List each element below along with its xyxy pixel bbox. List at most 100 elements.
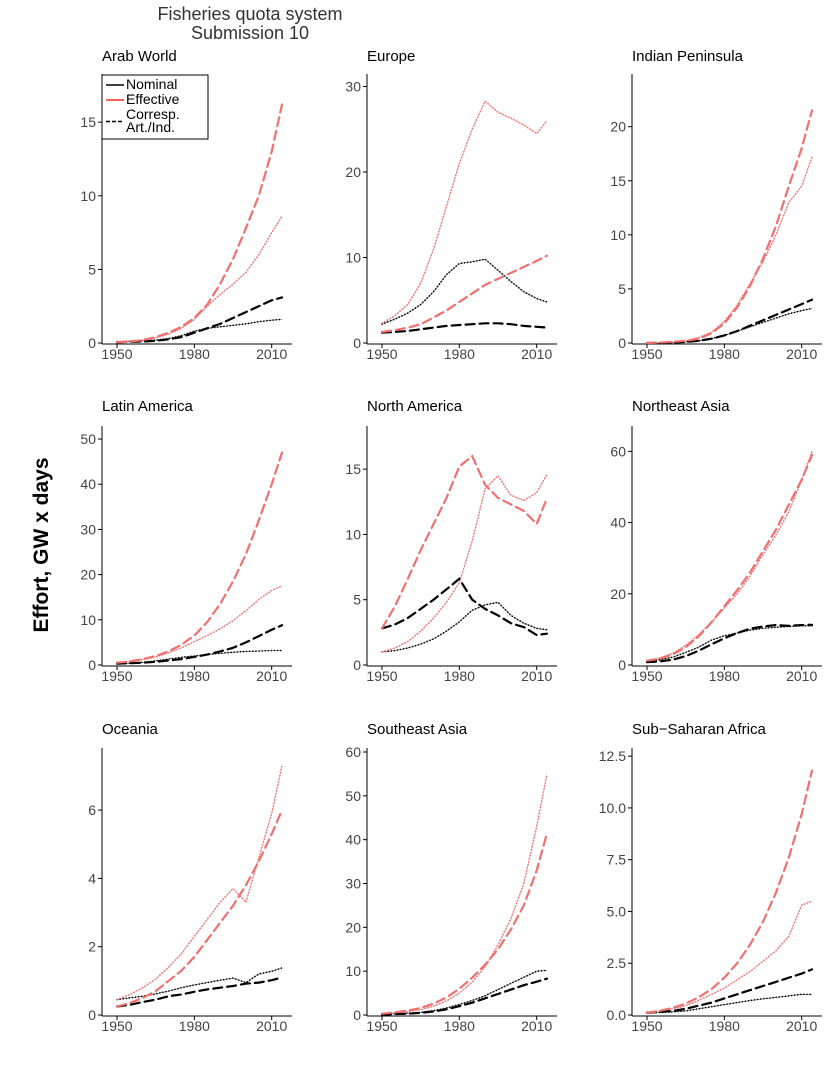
panel-title: Northeast Asia xyxy=(632,398,730,415)
x-tick-label: 1950 xyxy=(101,1018,132,1034)
x-tick-label: 2010 xyxy=(786,346,817,362)
panel-title: Sub−Saharan Africa xyxy=(632,721,767,738)
thin-line xyxy=(381,970,548,1015)
y-tick-label: 10 xyxy=(80,188,96,204)
dashed-line xyxy=(645,968,814,1014)
y-axis-label: Effort, GW x days xyxy=(30,457,53,632)
y-tick-label: 20 xyxy=(80,567,96,583)
y-tick-label: 60 xyxy=(610,443,626,459)
dotted-line xyxy=(381,258,548,325)
dashed-line xyxy=(645,109,814,345)
dotted-line xyxy=(116,764,283,1001)
x-tick-label: 1980 xyxy=(179,1018,210,1034)
y-tick-label: 7.5 xyxy=(607,852,627,868)
legend-label: Effective xyxy=(126,91,180,107)
panel-title: North America xyxy=(367,398,463,415)
y-tick-label: 10 xyxy=(345,526,361,542)
x-tick-label: 2010 xyxy=(521,346,552,362)
dashed-line xyxy=(115,296,284,344)
dotted-line xyxy=(381,99,548,325)
x-tick-label: 1980 xyxy=(444,1018,475,1034)
thin-line xyxy=(646,900,813,1013)
x-tick-label: 1980 xyxy=(444,668,475,684)
y-tick-label: 12.5 xyxy=(599,748,626,764)
x-tick-label: 2010 xyxy=(521,1018,552,1034)
y-tick-label: 15 xyxy=(610,173,626,189)
y-tick-label: 60 xyxy=(345,744,361,760)
panel-title: Southeast Asia xyxy=(367,721,468,738)
dotted-line xyxy=(646,450,813,662)
y-tick-label: 5 xyxy=(618,281,626,297)
dashed-line xyxy=(115,451,284,664)
y-tick-label: 0 xyxy=(353,335,361,351)
y-tick-label: 0 xyxy=(88,657,96,673)
dashed-line xyxy=(115,976,284,1008)
y-tick-label: 5 xyxy=(88,261,96,277)
legend-label: Nominal xyxy=(126,76,177,92)
y-tick-label: 40 xyxy=(610,515,626,531)
x-tick-label: 1950 xyxy=(101,668,132,684)
dotted-line xyxy=(116,215,283,343)
thin-line xyxy=(381,474,548,653)
thin-line xyxy=(647,308,813,344)
y-tick-label: 20 xyxy=(345,164,361,180)
dotted-line xyxy=(381,969,548,1015)
y-tick-label: 50 xyxy=(80,431,96,447)
y-tick-label: 10 xyxy=(80,612,96,628)
x-tick-label: 1950 xyxy=(366,1018,397,1034)
dashed-line xyxy=(115,103,284,344)
y-tick-label: 5 xyxy=(353,592,361,608)
x-tick-label: 1950 xyxy=(101,346,132,362)
x-tick-label: 1950 xyxy=(631,1018,662,1034)
dotted-line xyxy=(116,649,283,665)
x-tick-label: 1980 xyxy=(709,668,740,684)
x-tick-label: 1950 xyxy=(631,668,662,684)
thin-line xyxy=(116,765,283,1000)
y-tick-label: 4 xyxy=(88,870,96,886)
legend-label: Corresp. xyxy=(126,106,180,122)
legend-label: Art./Ind. xyxy=(126,119,175,135)
dashed-line xyxy=(380,454,549,630)
dashed-line xyxy=(645,769,814,1014)
y-tick-label: 5.0 xyxy=(607,903,627,919)
y-tick-label: 10 xyxy=(345,250,361,266)
dashed-line xyxy=(645,623,814,664)
thin-line xyxy=(646,156,813,344)
dotted-line xyxy=(646,625,813,663)
y-tick-label: 0 xyxy=(618,657,626,673)
thin-line xyxy=(381,601,548,653)
x-tick-label: 1950 xyxy=(631,346,662,362)
y-tick-label: 0 xyxy=(353,657,361,673)
y-tick-label: 30 xyxy=(345,79,361,95)
x-tick-label: 2010 xyxy=(786,668,817,684)
dashed-line xyxy=(645,453,814,662)
thin-line xyxy=(646,625,812,662)
x-tick-label: 1980 xyxy=(709,346,740,362)
y-tick-label: 2.5 xyxy=(607,955,627,971)
figure-title: Fisheries quota system xyxy=(157,4,342,24)
y-tick-label: 10 xyxy=(610,227,626,243)
y-tick-label: 15 xyxy=(80,114,96,130)
panel-title: Latin America xyxy=(102,398,194,415)
dashed-line xyxy=(380,832,549,1015)
y-tick-label: 0 xyxy=(88,335,96,351)
thin-line xyxy=(646,451,813,661)
y-tick-label: 30 xyxy=(80,521,96,537)
x-tick-label: 1980 xyxy=(444,346,475,362)
dotted-line xyxy=(646,900,813,1013)
thin-line xyxy=(381,258,548,325)
dashed-line xyxy=(380,322,549,334)
y-tick-label: 40 xyxy=(80,476,96,492)
x-tick-label: 2010 xyxy=(521,668,552,684)
y-tick-label: 20 xyxy=(610,586,626,602)
y-tick-label: 0 xyxy=(88,1007,96,1023)
thin-line xyxy=(116,216,283,342)
y-tick-label: 10 xyxy=(345,963,361,979)
x-tick-label: 1950 xyxy=(366,668,397,684)
y-tick-label: 2 xyxy=(88,939,96,955)
dotted-line xyxy=(646,307,813,344)
y-tick-label: 0 xyxy=(618,335,626,351)
panel-title: Europe xyxy=(367,48,415,65)
y-tick-label: 20 xyxy=(610,119,626,135)
dashed-line xyxy=(645,298,814,345)
